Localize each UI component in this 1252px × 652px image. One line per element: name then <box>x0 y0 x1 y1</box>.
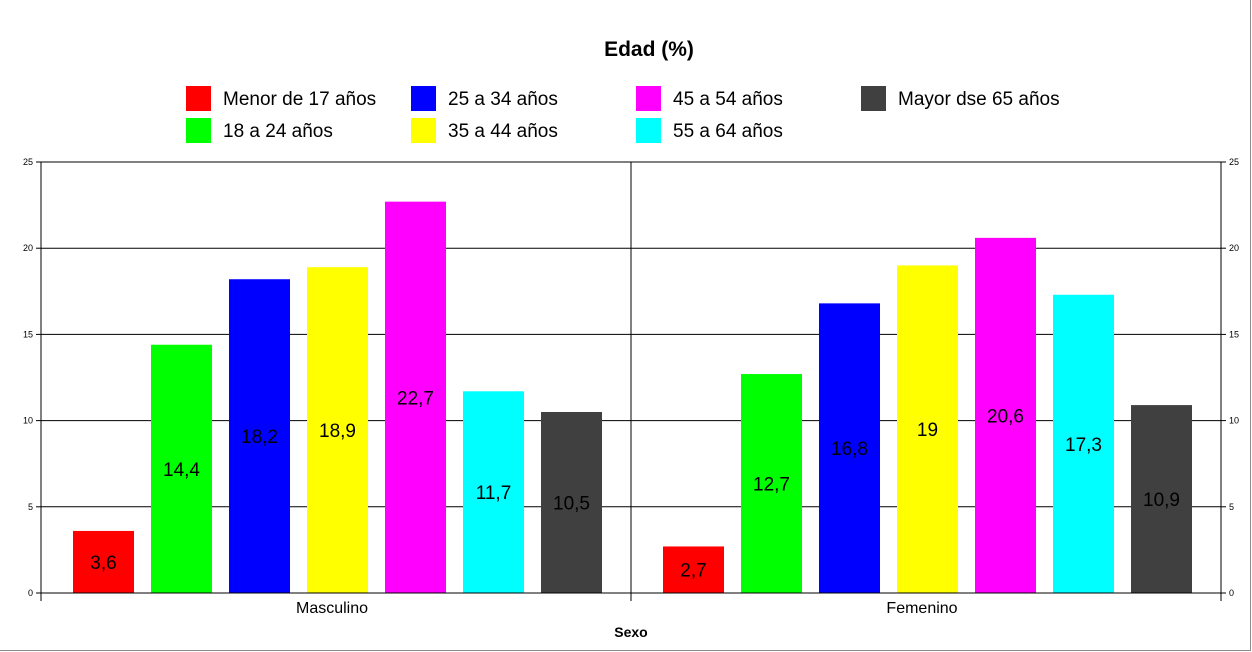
legend-swatch <box>186 118 211 143</box>
data-label: 16,8 <box>831 439 868 460</box>
x-axis-title: Sexo <box>614 624 647 640</box>
legend-swatch <box>636 118 661 143</box>
bar <box>1131 405 1192 593</box>
legend-swatch <box>411 86 436 111</box>
bars <box>73 201 1192 594</box>
legend-swatch <box>186 86 211 111</box>
bar <box>541 411 602 593</box>
data-label: 18,9 <box>319 421 356 442</box>
legend-label: 55 a 64 años <box>673 121 783 142</box>
legend-label: 25 a 34 años <box>448 89 558 110</box>
data-label: 11,7 <box>476 483 512 504</box>
data-label: 22,7 <box>397 388 434 409</box>
y-tick-label-right: 5 <box>1229 502 1234 512</box>
bar <box>229 279 290 593</box>
legend-swatch <box>636 86 661 111</box>
y-tick-label: 25 <box>23 157 33 167</box>
y-tick-label: 15 <box>23 329 33 339</box>
data-label: 17,3 <box>1065 435 1102 456</box>
legend: Menor de 17 años 18 a 24 años 25 a 34 años… <box>186 86 1060 143</box>
bar <box>385 201 446 594</box>
y-tick-label: 0 <box>28 588 33 598</box>
chart-title: Edad (%) <box>604 38 694 61</box>
y-tick-label-right: 10 <box>1229 416 1239 426</box>
y-tick-label: 5 <box>28 502 33 512</box>
data-label: 10,5 <box>553 493 590 514</box>
y-axis-left: 0 5 10 15 20 25 <box>23 157 41 598</box>
bar <box>975 237 1036 593</box>
y-axis-right: 0 5 10 15 20 25 <box>1221 157 1239 598</box>
data-label: 20,6 <box>987 406 1024 427</box>
bar <box>897 265 958 593</box>
y-tick-label-right: 20 <box>1229 243 1239 253</box>
y-tick-label: 10 <box>23 416 33 426</box>
y-tick-label-right: 25 <box>1229 157 1239 167</box>
category-label: Femenino <box>886 600 957 617</box>
y-tick-label: 20 <box>23 243 33 253</box>
bar <box>463 391 524 593</box>
bar <box>73 530 134 593</box>
data-label: 12,7 <box>753 475 790 496</box>
data-label: 10,9 <box>1143 490 1180 511</box>
data-label: 18,2 <box>241 427 278 448</box>
axes <box>40 162 1222 601</box>
bar <box>151 344 212 593</box>
data-label: 3,6 <box>90 553 116 574</box>
y-tick-label-right: 0 <box>1229 588 1234 598</box>
x-axis: Masculino Femenino <box>296 600 958 617</box>
y-tick-label-right: 15 <box>1229 329 1239 339</box>
legend-label: 18 a 24 años <box>223 121 333 142</box>
bar <box>1053 294 1114 593</box>
legend-label: 35 a 44 años <box>448 121 558 142</box>
legend-label: 45 a 54 años <box>673 89 783 110</box>
legend-label: Mayor dse 65 años <box>898 89 1060 110</box>
legend-swatch <box>861 86 886 111</box>
bar <box>663 546 724 593</box>
data-labels: 3,6 2,7 14,4 12,7 18,2 16,8 18,9 19 22,7 20,6 11,7… <box>90 388 1180 581</box>
data-label: 19 <box>917 420 938 441</box>
bar <box>741 374 802 593</box>
bar <box>307 267 368 593</box>
legend-swatch <box>411 118 436 143</box>
data-label: 14,4 <box>163 460 200 481</box>
bar <box>819 303 880 593</box>
category-label: Masculino <box>296 600 368 617</box>
data-label: 2,7 <box>680 561 706 582</box>
legend-label: Menor de 17 años <box>223 89 376 110</box>
